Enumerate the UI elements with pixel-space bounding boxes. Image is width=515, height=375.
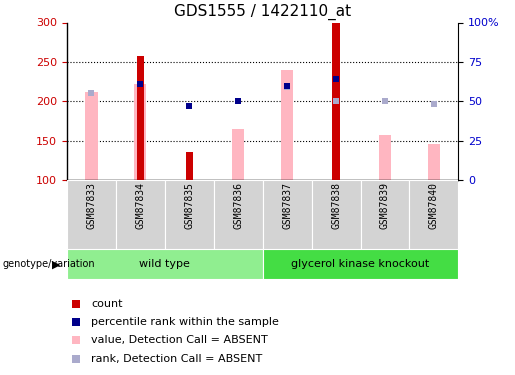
Bar <box>409 180 458 249</box>
Text: GSM87836: GSM87836 <box>233 182 243 229</box>
Text: GSM87837: GSM87837 <box>282 182 292 229</box>
Text: percentile rank within the sample: percentile rank within the sample <box>91 317 279 327</box>
Bar <box>312 180 360 249</box>
Text: value, Detection Call = ABSENT: value, Detection Call = ABSENT <box>91 335 268 345</box>
Bar <box>232 129 244 180</box>
Bar <box>136 56 144 180</box>
Text: GSM87839: GSM87839 <box>380 182 390 229</box>
Bar <box>281 70 293 180</box>
Bar <box>67 249 263 279</box>
Text: genotype/variation: genotype/variation <box>3 260 95 269</box>
Text: rank, Detection Call = ABSENT: rank, Detection Call = ABSENT <box>91 354 262 364</box>
Bar <box>67 180 116 249</box>
Text: ▶: ▶ <box>52 260 61 269</box>
Bar <box>116 180 165 249</box>
Text: count: count <box>91 298 123 309</box>
Bar <box>263 180 312 249</box>
Text: wild type: wild type <box>140 260 190 269</box>
Bar <box>360 180 409 249</box>
Text: GSM87835: GSM87835 <box>184 182 194 229</box>
Text: GSM87834: GSM87834 <box>135 182 145 229</box>
Bar <box>165 180 214 249</box>
Title: GDS1555 / 1422110_at: GDS1555 / 1422110_at <box>174 3 351 20</box>
Text: glycerol kinase knockout: glycerol kinase knockout <box>291 260 430 269</box>
Text: GSM87840: GSM87840 <box>429 182 439 229</box>
Bar <box>379 135 391 180</box>
Bar <box>263 249 458 279</box>
Bar <box>185 152 193 180</box>
Bar <box>332 22 340 180</box>
Bar <box>134 84 146 180</box>
Bar <box>428 144 440 180</box>
Text: GSM87838: GSM87838 <box>331 182 341 229</box>
Bar <box>214 180 263 249</box>
Text: GSM87833: GSM87833 <box>87 182 96 229</box>
Bar <box>85 92 97 180</box>
